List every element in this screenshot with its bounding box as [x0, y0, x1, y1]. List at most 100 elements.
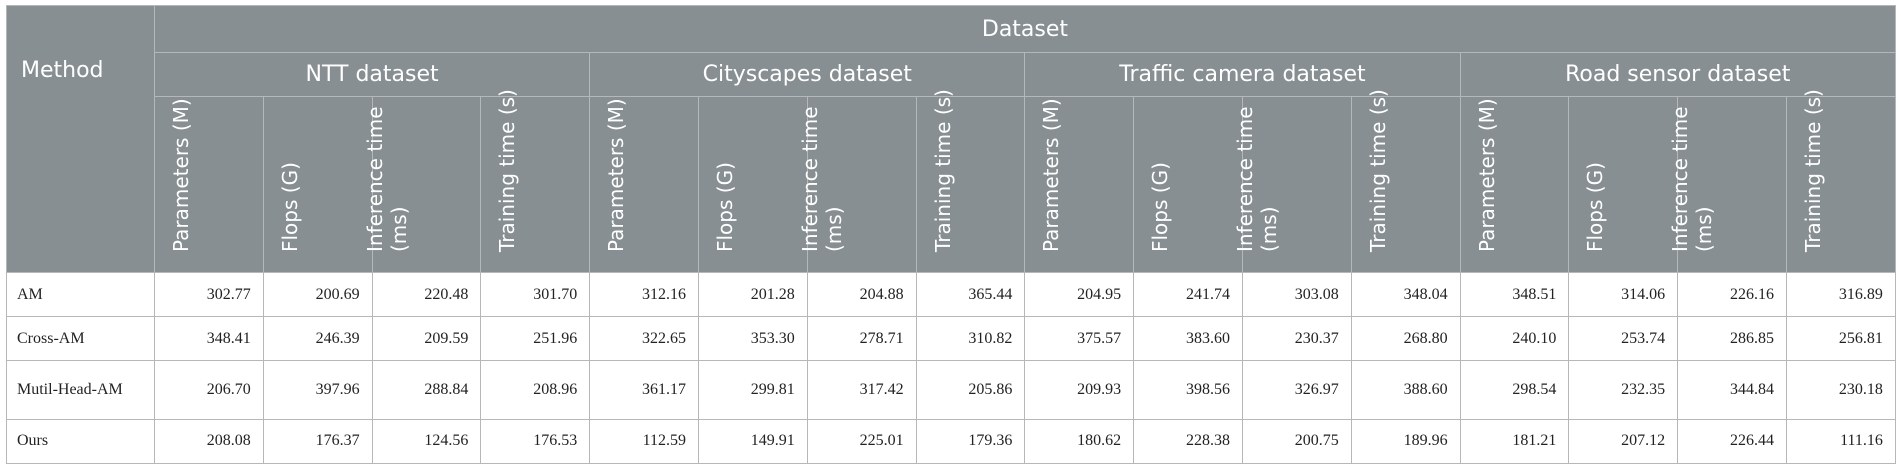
metric-header-label: Parameters (M): [1039, 98, 1064, 252]
metric-header-label: Inference time (ms): [362, 106, 411, 252]
method-cell: Ours: [6, 418, 155, 465]
metric-header-label: Parameters (M): [604, 98, 629, 252]
value-cell: 111.16: [1785, 418, 1896, 465]
group-header-road-sensor: Road sensor dataset: [1459, 52, 1896, 97]
method-header: Method: [6, 5, 155, 273]
value-cell: 303.08: [1241, 271, 1352, 318]
value-cell: 314.06: [1568, 271, 1679, 318]
value-cell: 206.70: [154, 360, 264, 420]
metric-header-parameters: Parameters (M): [1024, 96, 1135, 273]
metric-header-inference-time: Inference time (ms): [1668, 96, 1787, 273]
value-cell: 298.54: [1459, 360, 1570, 420]
value-cell: 209.93: [1024, 360, 1135, 420]
value-cell: 383.60: [1133, 316, 1243, 362]
value-cell: 312.16: [589, 271, 699, 318]
value-cell: 226.16: [1677, 271, 1787, 318]
dataset-header: Dataset: [154, 5, 1896, 53]
value-cell: 301.70: [480, 271, 591, 318]
value-cell: 251.96: [480, 316, 591, 362]
value-cell: 201.28: [697, 271, 808, 318]
metric-header-flops: Flops (G): [697, 96, 808, 273]
metric-header-label: Training time (s): [930, 89, 955, 252]
group-header-cityscapes: Cityscapes dataset: [589, 52, 1026, 97]
table-row: Cross-AM 348.41 246.39 209.59 251.96 322.65 35…: [6, 316, 1896, 362]
metric-header-label: Parameters (M): [169, 98, 193, 252]
value-cell: 207.12: [1568, 418, 1679, 465]
metric-header-label: Parameters (M): [1474, 98, 1499, 252]
value-cell: 302.77: [154, 271, 264, 318]
value-cell: 326.97: [1241, 360, 1352, 420]
value-cell: 365.44: [915, 271, 1026, 318]
method-cell: AM: [6, 271, 155, 318]
value-cell: 225.01: [806, 418, 917, 465]
value-cell: 317.42: [806, 360, 917, 420]
value-cell: 316.89: [1785, 271, 1896, 318]
value-cell: 112.59: [589, 418, 699, 465]
value-cell: 241.74: [1133, 271, 1243, 318]
value-cell: 253.74: [1568, 316, 1679, 362]
value-cell: 268.80: [1350, 316, 1461, 362]
value-cell: 361.17: [589, 360, 699, 420]
value-cell: 353.30: [697, 316, 808, 362]
metric-header-flops: Flops (G): [262, 96, 373, 273]
value-cell: 208.96: [480, 360, 591, 420]
value-cell: 149.91: [697, 418, 808, 465]
value-cell: 344.84: [1677, 360, 1787, 420]
value-cell: 230.37: [1241, 316, 1352, 362]
metric-header-label: Inference time (ms): [797, 106, 846, 252]
metric-header-inference-time: Inference time (ms): [798, 96, 917, 273]
table-row: Mutil-Head-AM 206.70 397.96 288.84 208.96 361…: [6, 360, 1896, 420]
value-cell: 208.08: [154, 418, 264, 465]
value-cell: 322.65: [589, 316, 699, 362]
value-cell: 230.18: [1785, 360, 1896, 420]
value-cell: 176.53: [480, 418, 591, 465]
value-cell: 286.85: [1677, 316, 1787, 362]
value-cell: 348.51: [1459, 271, 1570, 318]
value-cell: 180.62: [1024, 418, 1135, 465]
value-cell: 246.39: [262, 316, 373, 362]
table-row: Ours 208.08 176.37 124.56 176.53 112.59 149.91…: [6, 418, 1896, 465]
results-table: Method Dataset NTT dataset Cityscapes da…: [6, 5, 1896, 465]
value-cell: 348.04: [1350, 271, 1461, 318]
value-cell: 299.81: [697, 360, 808, 420]
value-cell: 256.81: [1785, 316, 1896, 362]
value-cell: 388.60: [1350, 360, 1461, 420]
metric-header-label: Inference time (ms): [1232, 106, 1281, 252]
value-cell: 398.56: [1133, 360, 1243, 420]
value-cell: 226.44: [1677, 418, 1787, 465]
metric-header-label: Training time (s): [495, 89, 520, 252]
metric-header-flops: Flops (G): [1568, 96, 1679, 273]
group-header-ntt: NTT dataset: [153, 52, 591, 97]
metric-header-inference-time: Inference time (ms): [1233, 96, 1352, 273]
value-cell: 397.96: [262, 360, 373, 420]
value-cell: 209.59: [371, 316, 482, 362]
metric-header-inference-time: Inference time (ms): [363, 96, 482, 273]
metric-header-training-time: Training time (s): [1785, 89, 1896, 273]
metric-header-label: Flops (G): [277, 162, 302, 252]
value-cell: 348.41: [154, 316, 264, 362]
metric-header-parameters: Parameters (M): [1459, 96, 1570, 273]
metric-header-label: Inference time (ms): [1668, 106, 1717, 252]
metric-header-flops: Flops (G): [1133, 96, 1243, 273]
metric-header-training-time: Training time (s): [1350, 89, 1461, 273]
metric-header-label: Flops (G): [712, 162, 737, 252]
metric-header-parameters: Parameters (M): [154, 96, 264, 273]
value-cell: 179.36: [915, 418, 1026, 465]
value-cell: 278.71: [806, 316, 917, 362]
metric-header-training-time: Training time (s): [480, 89, 591, 273]
value-cell: 205.86: [915, 360, 1026, 420]
metric-header-label: Flops (G): [1148, 162, 1173, 252]
metric-header-training-time: Training time (s): [915, 89, 1026, 273]
value-cell: 240.10: [1459, 316, 1570, 362]
value-cell: 124.56: [371, 418, 482, 465]
table-row: AM 302.77 200.69 220.48 301.70 312.16 201.28 20…: [6, 271, 1896, 318]
value-cell: 176.37: [262, 418, 373, 465]
value-cell: 181.21: [1459, 418, 1570, 465]
metric-header-parameters: Parameters (M): [589, 96, 699, 273]
value-cell: 200.69: [262, 271, 373, 318]
value-cell: 228.38: [1133, 418, 1243, 465]
value-cell: 189.96: [1350, 418, 1461, 465]
method-cell: Cross-AM: [6, 316, 155, 362]
value-cell: 204.88: [806, 271, 917, 318]
value-cell: 204.95: [1024, 271, 1135, 318]
